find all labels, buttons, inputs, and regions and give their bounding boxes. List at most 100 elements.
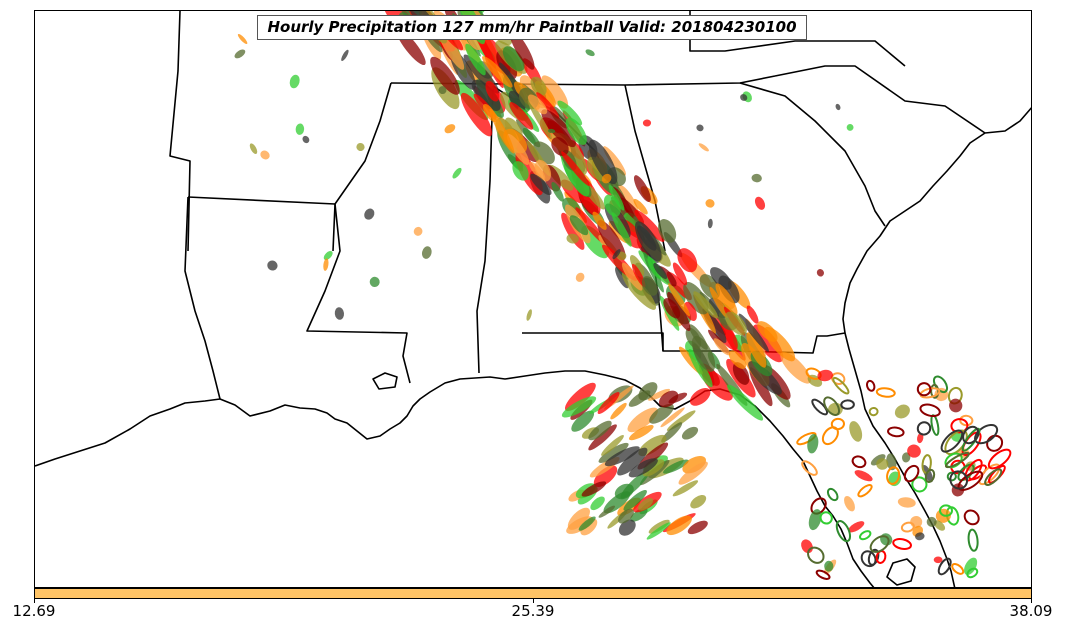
paintball-blob-287 [588,424,617,451]
coastline-east [842,107,1031,587]
paintball-blob-85 [430,56,460,95]
paintball-blob-64 [541,75,569,109]
paintball-blob-356 [930,414,940,436]
paintball-blob-312 [638,382,658,401]
paintball-blob-376 [937,557,952,576]
paintball-blob-451 [234,49,246,59]
paintball-blob-313 [628,458,658,478]
paintball-blob-423 [334,307,345,320]
paintball-blob-239 [482,56,513,88]
state-border-ar-la [169,11,191,252]
paintball-blob-424 [846,123,854,131]
paintball-blob-345 [801,539,813,554]
paintball-blob-404 [851,455,867,469]
paintball-blob-311 [561,396,597,418]
paintball-blob-368 [819,511,833,525]
paintball-blob-419 [817,369,833,382]
paintball-blob-282 [648,519,670,534]
state-border-ms-al [476,85,494,374]
paintball-blob-358 [801,460,818,476]
paintball-blob-455 [369,276,380,287]
lake-okeechobee [886,558,916,586]
paintball-blob-386 [930,383,940,399]
paintball-blob-450 [526,309,532,321]
paintball-blob-397 [950,418,969,434]
paintball-blob-350 [868,406,879,417]
paintball-blob-361 [844,495,855,512]
paintball-blob-235 [465,43,486,76]
paintball-blob-247 [633,198,648,215]
paintball-blob-229 [621,262,643,291]
coastline-west [35,370,875,587]
paintball-blob-268 [690,494,707,509]
paintball-blob-321 [678,461,708,485]
paintball-blob-194 [693,291,718,319]
state-border-nc-sc [774,65,986,134]
paintball-blob-253 [485,80,500,102]
state-border-ga-sc [739,82,886,227]
colorbar-tick-label-max: 38.09 [1009,602,1053,620]
paintball-blob-414 [821,426,839,446]
paintball-blob-385 [807,546,825,564]
paintball-blob-442 [705,199,715,208]
map-title: Hourly Precipitation 127 mm/hr Paintball… [257,15,807,40]
paintball-blob-248 [641,276,658,296]
paintball-blob-438 [547,128,556,134]
paintball-blob-281 [590,496,605,511]
paintball-blob-416 [907,444,921,458]
paintball-blob-473 [984,468,1003,486]
paintball-blob-428 [341,49,349,62]
paintball-blob-36 [752,324,784,363]
paintball-blob-457 [295,123,305,135]
paintball-blob-295 [661,422,683,443]
paintball-blob-459 [267,260,278,271]
paintball-blob-425 [566,233,579,244]
paintball-blob-347 [854,470,873,482]
paintball-blob-443 [323,258,329,271]
paintball-blob-138 [575,207,606,245]
paintball-blob-394 [887,426,905,438]
paintball-blob-263 [571,410,595,432]
paintball-blob-335 [946,471,957,482]
paintball-blob-441 [302,135,310,144]
paintball-blob-400 [811,398,829,416]
paintball-blob-147 [508,90,526,111]
paintball-blob-211 [667,291,691,332]
paintball-blob-262 [627,407,658,433]
paintball-blob-354 [857,483,873,498]
paintball-blob-467 [987,448,1012,470]
paintball-blob-227 [541,109,576,148]
paintball-blob-212 [713,338,731,356]
paintball-blob-447 [289,74,300,89]
paintball-blob-310 [642,459,665,477]
paintball-blob-199 [658,219,677,243]
paintball-blob-241 [611,212,632,247]
paintball-blob-381 [840,399,855,410]
paintball-blob-410 [901,452,911,463]
colorbar-tick-mark-0 [34,599,35,603]
paintball-blob-195 [509,102,534,130]
paintball-blob-461 [978,463,1001,486]
paintball-blob-471 [974,424,999,445]
paintball-blob-316 [604,446,640,467]
paintball-blob-274 [564,382,596,412]
paintball-blob-193 [683,301,697,321]
paintball-blob-429 [323,250,333,261]
paintball-blob-246 [728,350,747,369]
paintball-blob-329 [581,481,607,497]
colorbar [34,588,1032,599]
paintball-blob-383 [951,562,965,575]
paintball-blob-445 [601,173,612,184]
colorbar-tick-mark-2 [1031,599,1032,603]
paintball-blob-384 [916,421,932,436]
paintball-blob-302 [672,480,699,497]
paintball-blob-326 [610,402,627,420]
paintball-blob-353 [892,538,912,550]
paintball-blob-463 [986,434,1004,452]
paintball-blob-348 [967,528,979,552]
paintball-blob-154 [710,267,732,290]
colorbar-tick-label-min: 12.69 [12,602,56,620]
paintball-blob-318 [638,497,654,511]
paintball-blob-396 [964,557,978,575]
paintball-blob-208 [530,76,547,96]
